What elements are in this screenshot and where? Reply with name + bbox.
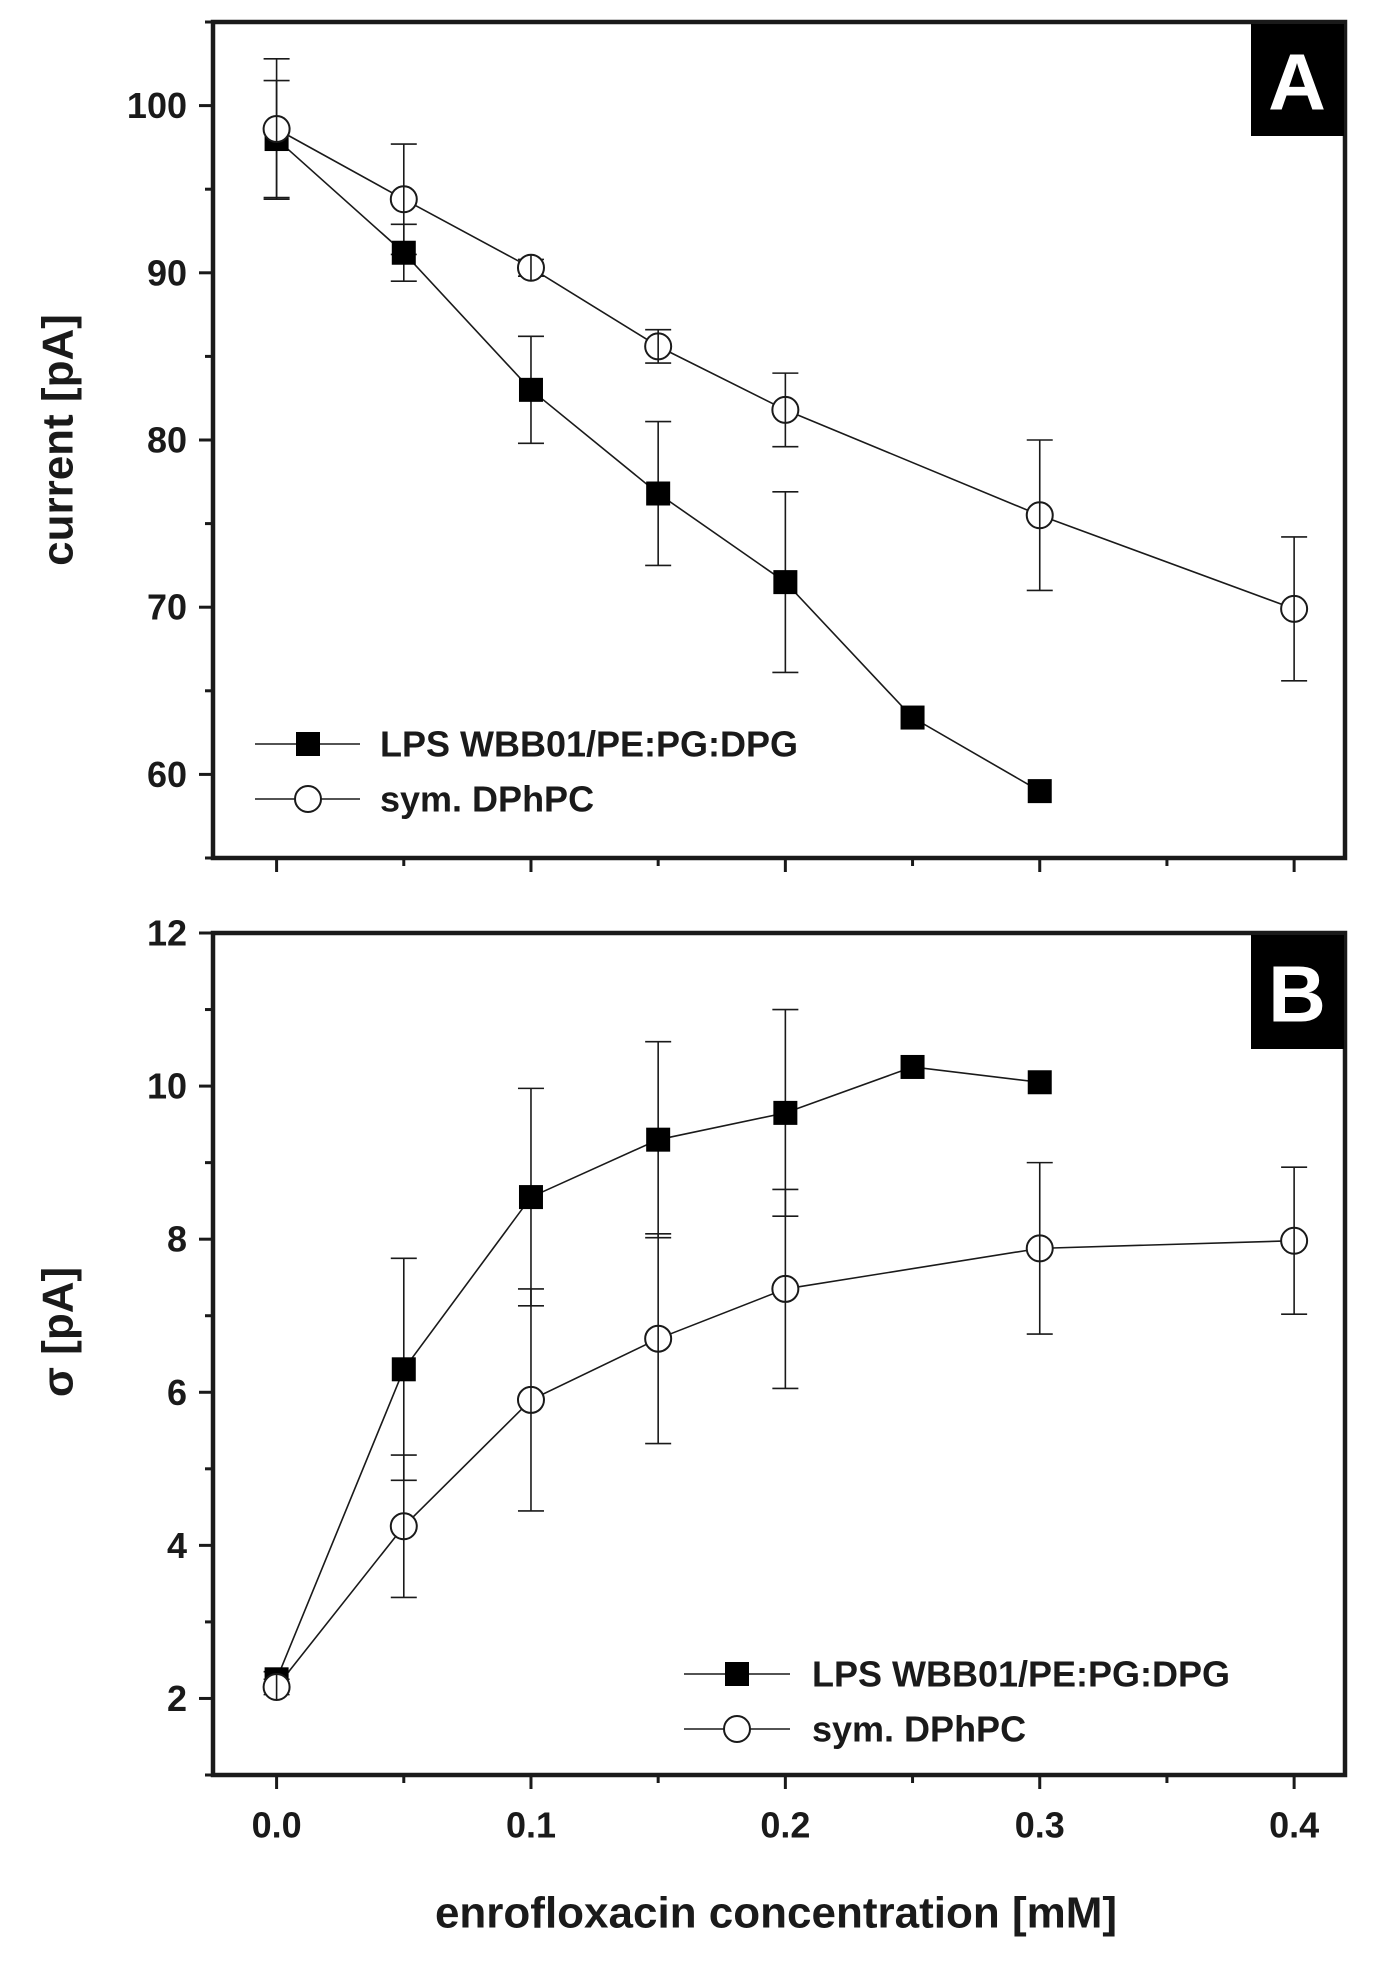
panel-b-lps-point <box>773 1100 798 1125</box>
panel-b-legend-marker-dphpc <box>723 1715 751 1743</box>
panel-b-frame <box>210 930 1348 1778</box>
panel-a-y-tick-label: 70 <box>147 587 187 628</box>
panel-a-y-tick-label: 90 <box>147 252 187 293</box>
panel-a-y-tick-label: 100 <box>127 85 187 126</box>
panel-b-series <box>262 1008 1309 1701</box>
panel-b-legend-label-dphpc: sym. DPhPC <box>812 1709 1026 1750</box>
panel-a-ticks <box>199 20 1296 872</box>
panel-b-y-tick-label: 8 <box>167 1219 187 1260</box>
panel-a-label-box <box>1251 24 1344 136</box>
panel-a-lps-point <box>1027 779 1052 804</box>
panel-a-legend-marker-dphpc <box>294 785 322 813</box>
panel-b-x-tick-labels: 0.0 0.1 0.2 0.3 0.4 <box>252 1805 1320 1846</box>
panel-a-lps-point <box>518 377 543 402</box>
panel-a-lps-point <box>773 570 798 595</box>
panel-a-series <box>262 57 1309 804</box>
panel-b-y-tick-label: 4 <box>167 1525 187 1566</box>
panel-a-legend-marker-lps <box>296 732 320 756</box>
panel-b-x-tick-label: 0.4 <box>1269 1805 1319 1846</box>
panel-b-dphpc-series <box>263 1161 1308 1696</box>
panel-b: 2 4 6 8 10 12 0.0 0.1 0.2 0.3 0.4 σ [pA] enroflox… <box>34 913 1348 1938</box>
panel-a-legend-label-lps: LPS WBB01/PE:PG:DPG <box>380 724 798 765</box>
panel-b-x-tick-label: 0.0 <box>252 1805 302 1846</box>
panel-b-x-tick-label: 0.2 <box>760 1805 810 1846</box>
panel-a-lps-point <box>391 240 416 265</box>
panel-b-y-tick-label: 10 <box>147 1066 187 1107</box>
x-axis-title: enrofloxacin concentration [mM] <box>435 1889 1117 1938</box>
panel-b-y-tick-label: 2 <box>167 1678 187 1719</box>
panel-b-y-tick-label: 6 <box>167 1372 187 1413</box>
panel-a-legend-label-dphpc: sym. DPhPC <box>380 779 594 820</box>
panel-b-lps-point <box>646 1127 671 1152</box>
panel-b-lps-point <box>391 1357 416 1382</box>
panel-a-lps-point <box>646 481 671 506</box>
panel-a-label: A <box>1268 38 1326 127</box>
panel-a-y-axis-title: current [pA] <box>34 314 83 566</box>
panel-a-y-tick-labels: 60 70 80 90 100 <box>127 85 187 795</box>
panel-b-ticks <box>199 931 1296 1789</box>
panel-b-x-tick-label: 0.3 <box>1015 1805 1065 1846</box>
panel-b-legend-label-lps: LPS WBB01/PE:PG:DPG <box>812 1654 1230 1695</box>
panel-b-x-tick-label: 0.1 <box>506 1805 556 1846</box>
panel-b-y-tick-label: 12 <box>147 913 187 954</box>
panel-b-y-axis-title: σ [pA] <box>34 1267 83 1397</box>
panel-a-lps-point <box>900 705 925 730</box>
panel-a-y-tick-label: 60 <box>147 754 187 795</box>
panel-b-legend: LPS WBB01/PE:PG:DPG sym. DPhPC <box>684 1654 1230 1750</box>
panel-b-lps-point <box>900 1054 925 1079</box>
panel-b-legend-marker-lps <box>725 1662 749 1686</box>
panel-a-legend: LPS WBB01/PE:PG:DPG sym. DPhPC <box>255 724 798 820</box>
panel-b-lps-point <box>1027 1070 1052 1095</box>
panel-a-y-tick-label: 80 <box>147 420 187 461</box>
panel-b-lps-point <box>518 1185 543 1210</box>
panel-b-y-tick-labels: 2 4 6 8 10 12 <box>147 913 187 1719</box>
panel-b-label-box <box>1251 935 1344 1049</box>
panel-a: 60 70 80 90 100 current [pA] LPS WBB01/PE:PG… <box>34 19 1348 872</box>
panel-a-lps-series <box>263 79 1041 792</box>
panel-b-label: B <box>1268 950 1326 1039</box>
